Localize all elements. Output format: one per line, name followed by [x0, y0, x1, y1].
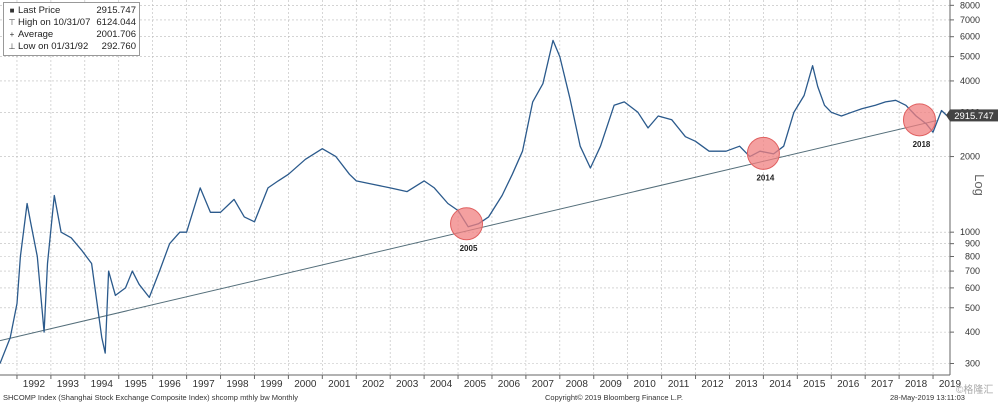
y-tick-label: 300 — [965, 359, 980, 369]
x-tick-layer: 1992 1993 1994 1995 1996 1997 1998 1999 2000 2001… — [16, 375, 962, 390]
y-axis-label: Log — [972, 174, 987, 196]
x-tick-label: 2001 — [328, 379, 351, 390]
x-tick-label: 1993 — [57, 379, 80, 390]
x-tick-label: 2014 — [769, 379, 792, 390]
x-tick-label: 2007 — [532, 379, 555, 390]
x-tick-label: 2006 — [498, 379, 521, 390]
watermark: ©格隆汇 — [956, 385, 994, 396]
legend-value: 6124.044 — [96, 17, 136, 28]
legend-value: 2001.706 — [96, 29, 136, 40]
x-tick-label: 2016 — [837, 379, 860, 390]
highlight-circle — [902, 103, 936, 137]
x-tick-label: 2003 — [396, 379, 419, 390]
legend-value: 292.760 — [101, 41, 136, 52]
x-tick-label: 2013 — [735, 379, 758, 390]
last-price-box — [950, 109, 998, 122]
y-tick-label: 900 — [965, 239, 980, 249]
legend-label: Last Price — [18, 5, 61, 16]
x-tick-label: 2018 — [905, 379, 928, 390]
y-tick-label: 7000 — [960, 15, 980, 25]
y-tick-label: 4000 — [960, 76, 980, 86]
x-tick-label: 1992 — [23, 379, 46, 390]
average-icon: + — [9, 30, 15, 39]
footer-ticker: SHCOMP Index (Shanghai Stock Exchange Co… — [3, 393, 298, 402]
highlight-label: 2005 — [460, 244, 478, 253]
x-tick-label: 1999 — [260, 379, 283, 390]
y-tick-label: 8000 — [960, 0, 980, 10]
x-tick-label: 2004 — [430, 379, 453, 390]
y-tick-label: 500 — [965, 303, 980, 313]
x-tick-label: 2010 — [634, 379, 657, 390]
last-price-pointer — [946, 109, 950, 122]
y-tick-label: 6000 — [960, 32, 980, 42]
highlight-circle — [746, 136, 780, 170]
y-tick-label: 5000 — [960, 52, 980, 62]
high-icon: ⊤ — [8, 18, 16, 27]
x-tick-label: 2000 — [294, 379, 317, 390]
legend-item-high: ⊤ High on 10/31/07 6124.044 — [8, 17, 136, 29]
x-tick-label: 1994 — [91, 379, 114, 390]
y-tick-label: 400 — [965, 327, 980, 337]
x-tick-label: 2017 — [871, 379, 894, 390]
highlight-label: 2014 — [756, 173, 774, 182]
legend-label: Average — [18, 29, 54, 40]
footer-copyright: Copyright© 2019 Bloomberg Finance L.P. — [545, 393, 683, 402]
legend-label: High on 10/31/07 — [18, 17, 91, 28]
x-tick-label: 1995 — [125, 379, 148, 390]
x-tick-label: 2005 — [464, 379, 487, 390]
y-tick-label: 2000 — [960, 152, 980, 162]
x-tick-label: 2019 — [939, 379, 962, 390]
last-price-icon: ■ — [9, 6, 15, 15]
legend-label: Low on 01/31/92 — [18, 41, 89, 52]
x-tick-label: 1998 — [226, 379, 249, 390]
last-price-value: 2915.747 — [954, 111, 994, 122]
legend-item-last-price: ■ Last Price 2915.747 — [8, 5, 136, 17]
x-tick-label: 1997 — [192, 379, 215, 390]
footer-timestamp: 28-May-2019 13:11:03 — [890, 393, 965, 402]
x-tick-label: 1996 — [159, 379, 182, 390]
legend-item-low: ⊥ Low on 01/31/92 292.760 — [8, 41, 136, 53]
x-tick-label: 2012 — [701, 379, 724, 390]
last-price-marker: 2915.747 — [946, 109, 998, 122]
x-tick-label: 2015 — [803, 379, 826, 390]
y-tick-label: 800 — [965, 252, 980, 262]
y-tick-label: 600 — [965, 283, 980, 293]
x-tick-label: 2009 — [600, 379, 623, 390]
y-tick-label: 700 — [965, 266, 980, 276]
x-tick-label: 2008 — [566, 379, 589, 390]
highlight-label: 2018 — [913, 140, 931, 149]
legend-value: 2915.747 — [96, 5, 136, 16]
highlight-circle — [450, 207, 484, 241]
x-tick-label: 2002 — [362, 379, 385, 390]
low-icon: ⊥ — [8, 42, 16, 51]
highlight-layer: 2005 2014 2018 — [450, 103, 936, 253]
x-tick-label: 2011 — [668, 379, 690, 390]
legend: ■ Last Price 2915.747 ⊤ High on 10/31/07… — [3, 2, 140, 56]
y-tick-label: 1000 — [960, 227, 980, 237]
legend-item-average: + Average 2001.706 — [8, 29, 136, 41]
